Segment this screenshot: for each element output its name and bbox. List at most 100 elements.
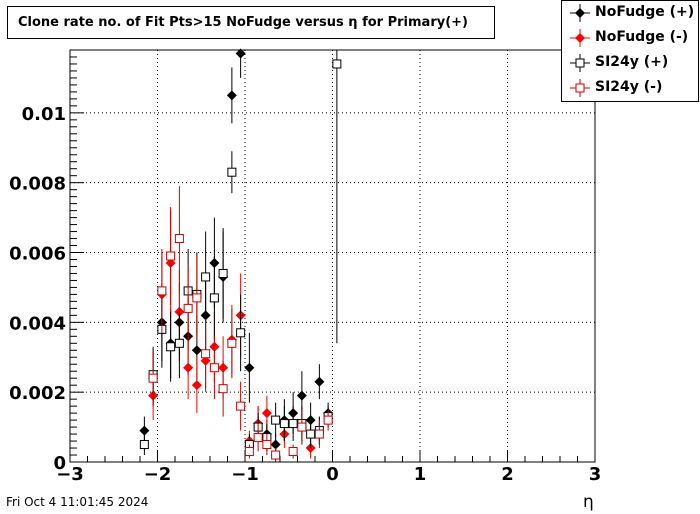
data-point (323, 409, 333, 431)
marker-square (209, 363, 219, 373)
marker-square (271, 415, 281, 425)
marker-square (253, 433, 263, 443)
chart-title: Clone rate no. of Fit Pts>15 NoFudge ver… (7, 6, 495, 39)
data-point (209, 256, 219, 340)
open-square-red-icon (570, 79, 590, 97)
data-point (314, 420, 324, 449)
legend-item-nofudge-plus: NoFudge (+) (562, 2, 698, 26)
x-tick-label: 2 (501, 464, 514, 485)
marker-diamond (270, 439, 281, 450)
filled-diamond-black-icon (570, 4, 590, 22)
data-point (227, 308, 237, 379)
data-point (235, 48, 246, 78)
marker-diamond (296, 390, 307, 401)
legend-item-si24y-minus: SI24y (-) (562, 77, 698, 101)
y-tick-label: 0 (53, 453, 66, 474)
data-point (174, 308, 184, 379)
y-tick-label: 0.008 (9, 174, 66, 195)
marker-square (139, 440, 149, 450)
data-point (253, 423, 263, 452)
marker-square (314, 429, 324, 439)
x-tick-label: 1 (414, 464, 427, 485)
marker-diamond (191, 380, 202, 391)
marker-square (262, 440, 272, 450)
marker-square (236, 328, 246, 338)
data-series (139, 48, 342, 462)
marker-diamond (261, 408, 272, 419)
data-point (218, 228, 228, 319)
marker-square (218, 268, 228, 278)
data-point (183, 266, 193, 351)
marker-square (192, 293, 202, 303)
legend-label: SI24y (-) (595, 79, 663, 95)
data-point (226, 67, 237, 124)
legend-label: SI24y (+) (595, 54, 669, 70)
marker-square (174, 234, 184, 244)
marker-diamond (244, 362, 255, 373)
series-3 (148, 186, 333, 462)
marker-square (244, 447, 254, 457)
x-tick-label: −1 (231, 464, 259, 485)
marker-diamond (235, 48, 246, 59)
data-point (314, 364, 325, 400)
data-point (244, 444, 254, 459)
marker-square (166, 251, 176, 261)
timestamp: Fri Oct 4 11:01:45 2024 (6, 495, 149, 509)
x-tick-label: −3 (56, 464, 84, 485)
marker-square (209, 293, 219, 303)
marker-diamond (226, 90, 237, 101)
axis-ticks (69, 49, 596, 463)
data-point (332, 50, 342, 344)
filled-diamond-red-icon (570, 29, 590, 47)
data-point (139, 434, 149, 456)
data-point (148, 350, 158, 407)
x-axis-label: η (583, 492, 594, 512)
marker-square (218, 384, 228, 394)
data-point (174, 186, 184, 291)
marker-diamond (139, 425, 150, 436)
data-point (166, 311, 176, 382)
legend-label: NoFudge (+) (595, 4, 695, 20)
data-point (306, 420, 316, 449)
y-tick-label: 0.01 (22, 104, 66, 125)
marker-square (174, 338, 184, 348)
marker-square (288, 419, 298, 429)
marker-square (332, 59, 342, 69)
data-point (236, 294, 246, 372)
marker-square (201, 349, 211, 359)
marker-diamond (183, 362, 194, 373)
y-tick-label: 0.006 (9, 244, 66, 265)
legend-item-nofudge-minus: NoFudge (-) (562, 27, 698, 51)
marker-square (148, 373, 158, 383)
marker-square (288, 447, 298, 457)
data-point (227, 151, 237, 194)
x-tick-label: −2 (144, 464, 172, 485)
marker-square (166, 342, 176, 352)
legend-label: NoFudge (-) (595, 29, 689, 45)
data-point (271, 402, 281, 438)
y-tick-label: 0.002 (9, 383, 66, 404)
marker-square (279, 419, 289, 429)
data-point (201, 231, 211, 323)
marker-square (271, 450, 281, 460)
marker-diamond (314, 376, 325, 387)
data-point (201, 318, 211, 389)
data-point (262, 434, 272, 456)
legend-item-si24y-plus: SI24y (+) (562, 52, 698, 76)
open-square-black-icon (570, 54, 590, 72)
marker-square (201, 272, 211, 282)
marker-square (157, 286, 167, 296)
data-point (191, 357, 202, 414)
marker-square (236, 401, 246, 411)
marker-square (297, 422, 307, 432)
data-point (271, 448, 281, 462)
data-point (209, 336, 219, 400)
marker-diamond (191, 345, 202, 356)
marker-square (306, 429, 316, 439)
y-tick-label: 0.004 (9, 313, 66, 334)
data-point (218, 360, 228, 417)
marker-square (183, 303, 193, 313)
marker-square (227, 338, 237, 348)
data-point (166, 207, 176, 305)
